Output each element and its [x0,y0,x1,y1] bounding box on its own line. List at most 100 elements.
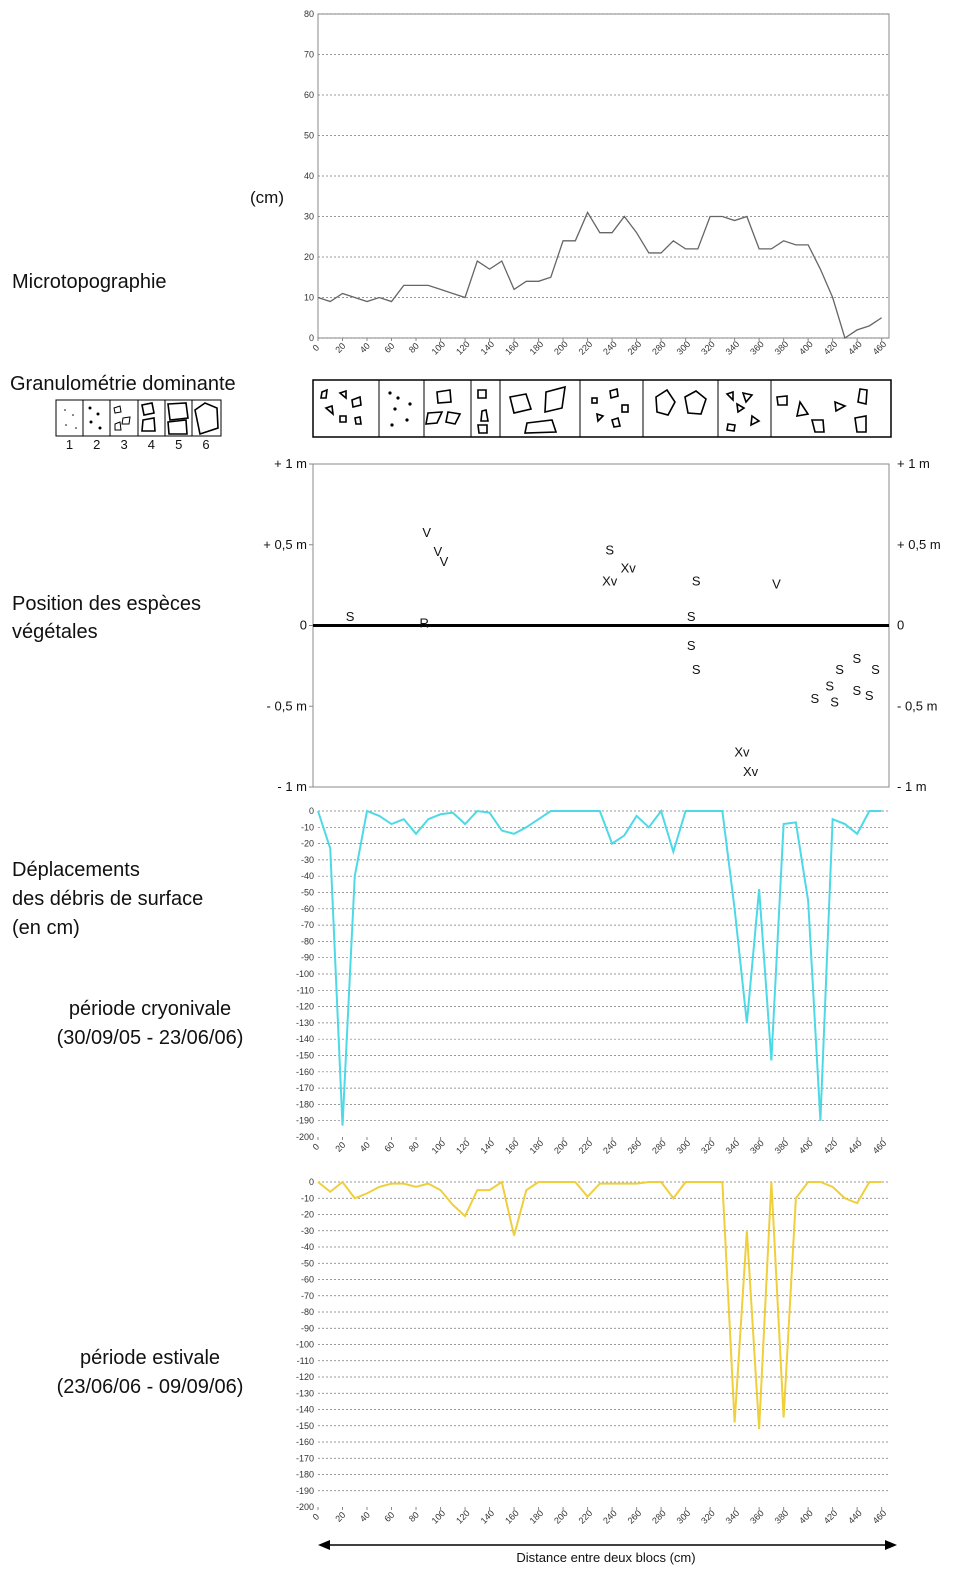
legend-number: 5 [175,437,182,452]
row-label: (en cm) [12,917,80,939]
x-tick-label: 0 [311,1512,322,1523]
y-axis-label: (cm) [250,188,284,207]
x-tick-label: 80 [407,341,421,355]
x-tick-label: 40 [358,1140,372,1154]
x-tick-label: 400 [797,339,815,357]
legend-number: 2 [93,437,100,452]
x-tick-label: 360 [748,1508,766,1526]
x-tick-label: 60 [382,1510,396,1524]
y-tick-label: -50 [301,1258,314,1268]
x-tick-label: 60 [382,341,396,355]
axis-arrow [318,1540,897,1550]
x-tick-label: 180 [528,339,546,357]
x-tick-label: 440 [846,1508,864,1526]
y-tick-label: -160 [296,1437,314,1447]
x-tick-label: 20 [333,1140,347,1154]
y-tick-label: -80 [301,936,314,946]
row-label: des débris de surface [12,888,203,910]
y-tick-label: -180 [296,1470,314,1480]
x-tick-label: 280 [650,339,668,357]
granulometry-legend [55,399,222,437]
species-point: S [825,678,834,693]
y-tick-label: 80 [304,9,314,19]
y-tick-label: -200 [296,1132,314,1142]
y-tick-label: -110 [297,1356,314,1366]
species-point: S [605,543,614,558]
y-tick-label: -140 [296,1405,314,1415]
y-tick-label: -130 [296,1018,314,1028]
y-tick-label: -40 [301,871,314,881]
y-tick-label: -150 [296,1421,314,1431]
x-tick-label: 340 [724,339,742,357]
y-tick-label: 30 [304,212,314,222]
y-tick-label: -10 [301,1193,314,1203]
y-tick-label: + 1 m [274,456,307,471]
x-tick-label: 280 [650,1138,668,1156]
y-tick-label: -170 [296,1453,314,1463]
y-tick-label: -40 [301,1242,314,1252]
x-tick-label: 200 [552,339,570,357]
x-tick-label: 20 [333,341,347,355]
species-point: S [692,573,701,588]
x-tick-label: 420 [822,339,840,357]
x-tick-label: 160 [503,1138,521,1156]
x-tick-label: 340 [724,1138,742,1156]
y-tick-label: -170 [296,1083,314,1093]
y-tick-label: -60 [301,1275,314,1285]
y-tick-label: -150 [296,1051,314,1061]
x-tick-label: 220 [577,1508,595,1526]
x-tick-label: 380 [773,1138,791,1156]
x-tick-label: 400 [797,1138,815,1156]
x-tick-label: 160 [503,339,521,357]
species-point: V [434,544,443,559]
x-tick-label: 260 [626,1508,644,1526]
species-point: S [346,609,355,624]
x-axis-title: Distance entre deux blocs (cm) [516,1550,695,1565]
y-tick-label: -120 [296,1372,314,1382]
y-tick-label: + 0,5 m [263,537,307,552]
y2-tick-label: + 0,5 m [897,537,941,552]
legend-number: 1 [66,437,73,452]
x-tick-label: 320 [699,1508,717,1526]
y-tick-label: 10 [304,293,314,303]
x-tick-label: 440 [846,1138,864,1156]
x-tick-label: 80 [407,1510,421,1524]
x-tick-label: 220 [577,1138,595,1156]
y-tick-label: -50 [301,888,314,898]
data-line [317,211,883,340]
y-tick-label: 50 [304,131,314,141]
x-tick-label: 420 [822,1138,840,1156]
x-tick-label: 140 [479,1138,497,1156]
species-point: S [811,691,820,706]
legend-number: 4 [148,437,155,452]
x-tick-label: 40 [358,1510,372,1524]
x-tick-label: 460 [871,339,889,357]
x-tick-label: 40 [358,341,372,355]
x-tick-label: 140 [479,339,497,357]
species-point: S [830,694,839,709]
y-tick-label: 0 [309,333,314,343]
y-tick-label: -200 [296,1502,314,1512]
y-tick-label: -190 [296,1486,314,1496]
x-tick-label: 300 [675,1508,693,1526]
species-point: S [853,651,862,666]
y-tick-label: -30 [301,1226,314,1236]
y-tick-label: -120 [296,1002,314,1012]
y-tick-label: -190 [296,1116,314,1126]
x-tick-label: 300 [675,1138,693,1156]
species-point: S [692,662,701,677]
species-point: V [440,554,449,569]
x-tick-label: 440 [846,339,864,357]
period-label: période cryonivale [69,998,231,1020]
x-tick-label: 380 [773,1508,791,1526]
y-tick-label: -60 [301,904,314,914]
species-point: S [853,683,862,698]
species-point: S [687,609,696,624]
species-point: Xv [734,744,750,759]
x-tick-label: 120 [454,339,472,357]
species-point: R [420,615,429,630]
x-tick-label: 100 [430,339,448,357]
species-point: S [835,662,844,677]
period-label: (23/06/06 - 09/09/06) [57,1376,244,1398]
